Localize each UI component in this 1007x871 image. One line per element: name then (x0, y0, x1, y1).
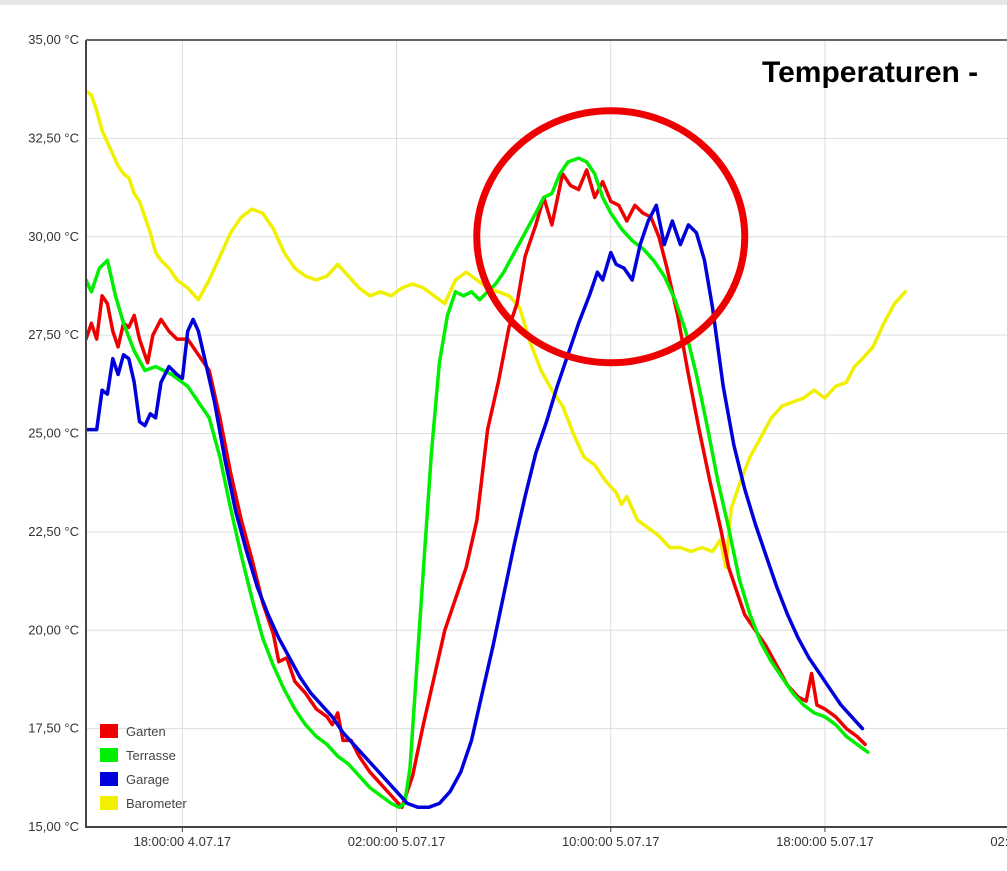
legend-label-garage: Garage (126, 772, 169, 787)
series-layer (86, 89, 908, 810)
legend-swatch-terrasse (100, 748, 118, 762)
x-tick-label: 02:00:00 5.07.17 (348, 834, 446, 849)
axis-layer (85, 39, 1007, 828)
series-line-garage (86, 203, 865, 810)
y-tick-label: 17,50 °C (28, 721, 79, 736)
x-tick-label: 18:00:00 4.07.17 (134, 834, 232, 849)
series-line-terrasse (86, 156, 870, 810)
series-line-barometer (86, 89, 908, 570)
y-tick-label: 25,00 °C (28, 426, 79, 441)
y-tick-label: 27,50 °C (28, 327, 79, 342)
highlight-circle (473, 107, 749, 367)
legend-label-terrasse: Terrasse (126, 748, 176, 763)
legend-swatch-garage (100, 772, 118, 786)
x-tick-label: 02:00:00 6.07.17 (990, 834, 1007, 849)
top-toolbar-bar (0, 0, 1007, 5)
y-tick-labels: 15,00 °C 17,50 °C 20,00 °C 22,50 °C 25,00 °C… (28, 32, 79, 834)
x-tick-labels: 18:00:00 4.07.17 02:00:00 5.07.17 10:00:00… (134, 834, 1007, 849)
y-tick-label: 20,00 °C (28, 622, 79, 637)
legend-swatch-garten (100, 724, 118, 738)
legend-label-garten: Garten (126, 724, 166, 739)
legend-label-barometer: Barometer (126, 796, 187, 811)
chart-title: Temperaturen - (762, 56, 978, 89)
y-tick-label: 15,00 °C (28, 819, 79, 834)
y-tick-label: 32,50 °C (28, 130, 79, 145)
y-tick-label: 30,00 °C (28, 229, 79, 244)
x-tick-label: 10:00:00 5.07.17 (562, 834, 660, 849)
y-tick-label: 35,00 °C (28, 32, 79, 47)
annotation-layer (473, 107, 749, 367)
legend-swatch-barometer (100, 796, 118, 810)
x-tick-label: 18:00:00 5.07.17 (776, 834, 874, 849)
legend: Garten Terrasse Garage Barometer (100, 724, 187, 811)
series-line-garten (86, 168, 867, 810)
y-tick-label: 22,50 °C (28, 524, 79, 539)
